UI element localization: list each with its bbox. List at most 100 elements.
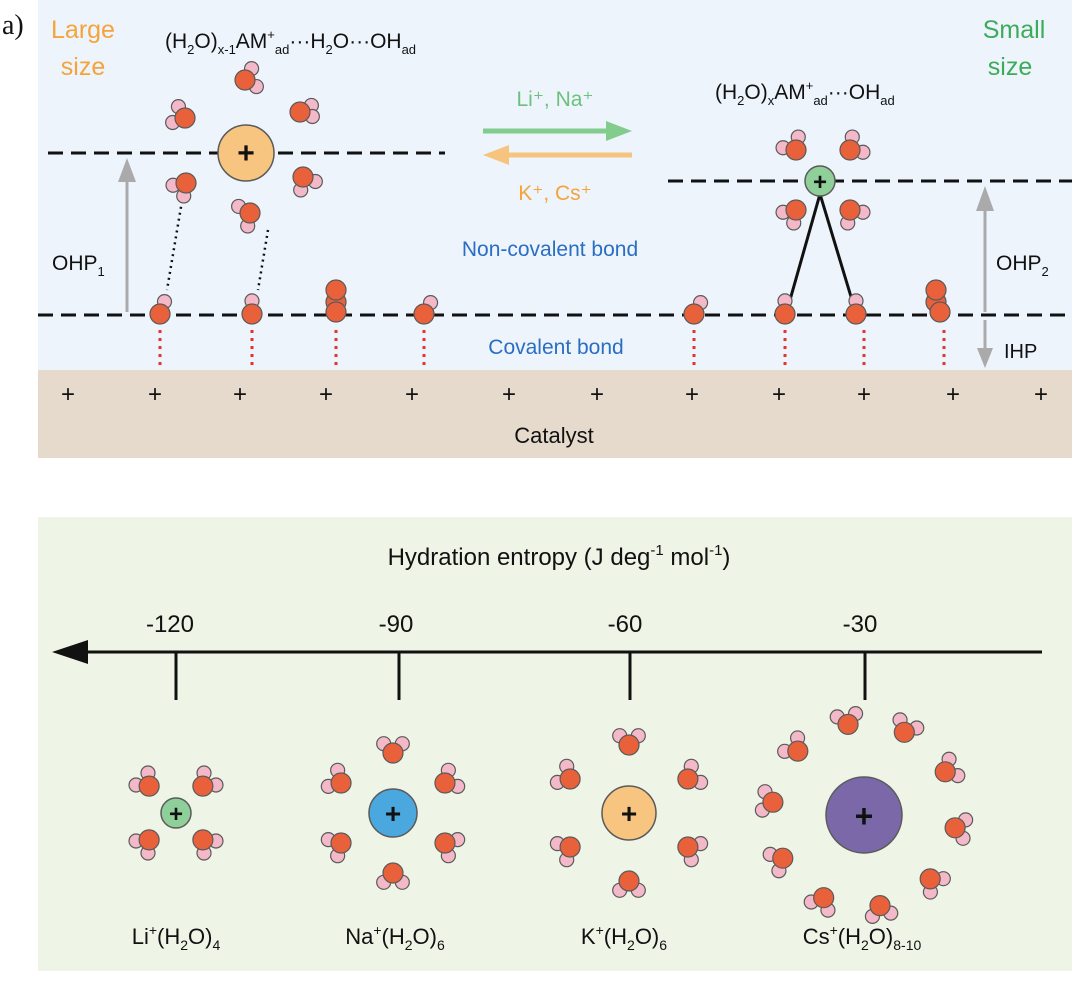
water-molecule	[289, 97, 320, 125]
water-molecule	[677, 835, 709, 868]
entropy-axis	[52, 640, 1042, 700]
tick-label: -30	[843, 611, 878, 638]
k-ion: +	[601, 785, 657, 841]
water-molecule	[774, 293, 796, 325]
water-molecule	[803, 887, 836, 918]
electrolyte-region	[38, 0, 1072, 370]
water-molecule	[677, 758, 709, 791]
bottom-panel: Hydration entropy (J deg-1 mol-1) -120 -…	[38, 517, 1072, 971]
ohp2-label: OHP2	[996, 252, 1049, 279]
non-covalent-bond-label: Non-covalent bond	[462, 238, 638, 261]
formula-large-cation: (H2O)x-1AM+ad···H2O···OHad	[165, 27, 416, 57]
svg-text:+: +	[855, 798, 874, 834]
top-panel: a) Large size Small size (H2O)x-1AM+ad··…	[2, 0, 1072, 458]
large-size-label: Large	[51, 16, 115, 44]
svg-text:+: +	[233, 381, 247, 408]
water-molecule	[165, 172, 197, 204]
water-molecule	[376, 736, 410, 764]
water-molecule	[762, 846, 794, 879]
coordination-bonds	[788, 193, 854, 301]
svg-text:+: +	[946, 381, 960, 408]
large-cation: +	[217, 124, 275, 182]
ohp2-arrow	[976, 186, 994, 312]
svg-text:+: +	[61, 381, 75, 408]
arrow-label-k-cs: K⁺, Cs⁺	[518, 182, 592, 205]
water-molecule	[149, 294, 173, 325]
tick-label: -120	[146, 611, 194, 638]
ohp1-label: OHP1	[52, 252, 105, 279]
svg-text:+: +	[148, 381, 162, 408]
water-molecule	[128, 765, 160, 797]
water-molecule	[892, 712, 925, 743]
na-ion: +	[368, 788, 418, 838]
water-molecule	[612, 728, 646, 756]
large-size-label-line2: size	[61, 53, 105, 81]
entropy-panel-bg	[38, 517, 1072, 971]
svg-text:+: +	[590, 381, 604, 408]
tick-label: -60	[608, 611, 643, 638]
svg-text:+: +	[813, 169, 827, 196]
water-molecule	[434, 762, 466, 795]
small-cation: +	[804, 165, 836, 197]
water-molecule	[549, 835, 581, 868]
svg-text:+: +	[405, 381, 419, 408]
ihp-label: IHP	[1004, 341, 1037, 363]
water-molecule	[231, 198, 261, 234]
svg-text:+: +	[237, 137, 255, 170]
svg-text:+: +	[502, 381, 516, 408]
water-molecule	[292, 166, 323, 198]
svg-text:+: +	[319, 381, 333, 408]
entropy-axis-title: Hydration entropy (J deg-1 mol-1)	[388, 542, 731, 571]
water-molecule	[934, 751, 966, 784]
ihp-arrow	[977, 320, 993, 368]
tick-label: -90	[379, 611, 414, 638]
surface-water-molecules	[149, 279, 951, 325]
forward-arrow	[483, 121, 632, 141]
small-size-label-line2: size	[988, 53, 1032, 81]
water-molecule	[944, 812, 974, 846]
svg-text:+: +	[772, 381, 786, 408]
svg-text:+: +	[685, 381, 699, 408]
formula-small-cation: (H2O)xAM+ad···OHad	[715, 78, 895, 108]
ohp1-arrow	[118, 158, 136, 312]
water-molecule	[376, 862, 410, 890]
covalent-bond-label: Covalent bond	[488, 336, 623, 359]
cs-ion: +	[825, 776, 903, 854]
reverse-arrow	[483, 145, 632, 165]
covalent-bonds	[158, 330, 946, 367]
hydration-shell-waters	[165, 61, 871, 234]
water-molecule	[165, 99, 196, 131]
svg-text:+: +	[1034, 381, 1048, 408]
catalyst-region	[38, 370, 1072, 458]
catalyst-charges: + + + + + + + + + + + +	[61, 381, 1048, 408]
water-molecule	[192, 765, 224, 797]
arrow-label-li-na: Li⁺, Na⁺	[516, 88, 593, 111]
water-molecule	[320, 762, 352, 795]
water-molecule	[128, 829, 160, 861]
water-molecule	[777, 730, 809, 762]
water-molecule	[320, 831, 352, 864]
panel-label: a)	[2, 10, 24, 41]
svg-text:+: +	[169, 801, 183, 828]
water-molecule	[829, 706, 864, 735]
catalyst-label: Catalyst	[514, 423, 593, 448]
water-molecule	[845, 293, 867, 325]
water-molecule	[839, 129, 871, 161]
water-molecule	[839, 199, 871, 231]
water-molecule	[864, 895, 899, 924]
hydrogen-bonds	[165, 194, 270, 291]
water-molecule	[234, 61, 264, 95]
cluster-label-li: Li+(H2O)4	[132, 922, 221, 953]
water-molecule	[549, 758, 581, 791]
water-molecule	[413, 295, 439, 325]
svg-text:+: +	[385, 798, 401, 829]
water-molecule	[775, 129, 807, 161]
water-molecule	[775, 199, 807, 231]
water-molecule	[241, 293, 263, 325]
svg-text:+: +	[621, 798, 637, 829]
cluster-label-k: K+(H2O)6	[581, 922, 667, 953]
water-molecule	[612, 870, 646, 898]
water-molecule	[919, 868, 951, 900]
li-ion: +	[160, 797, 192, 829]
